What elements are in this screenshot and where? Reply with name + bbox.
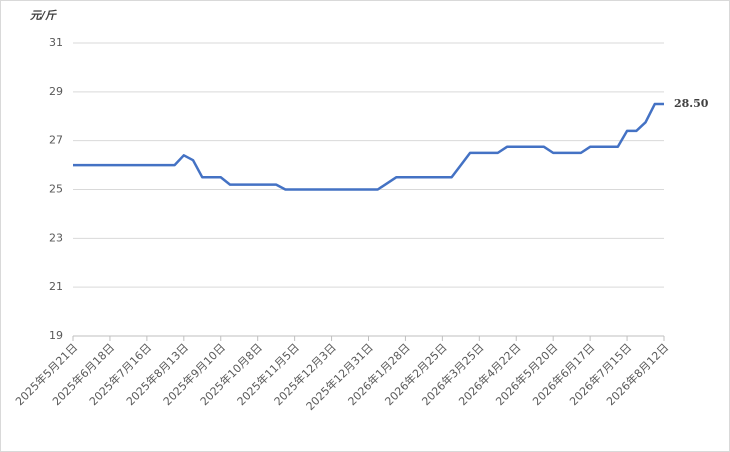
y-tick-label: 23 (49, 231, 63, 244)
y-axis-label: 元/斤 (30, 9, 57, 22)
y-tick-label: 27 (49, 134, 63, 147)
y-tick-label: 31 (49, 36, 63, 49)
y-tick-label: 19 (49, 329, 63, 342)
value-label: 28.50 (674, 97, 709, 110)
y-tick-label: 25 (49, 183, 63, 196)
y-tick-label: 29 (49, 85, 63, 98)
line (73, 102, 664, 191)
y-tick-label: 21 (49, 280, 63, 293)
